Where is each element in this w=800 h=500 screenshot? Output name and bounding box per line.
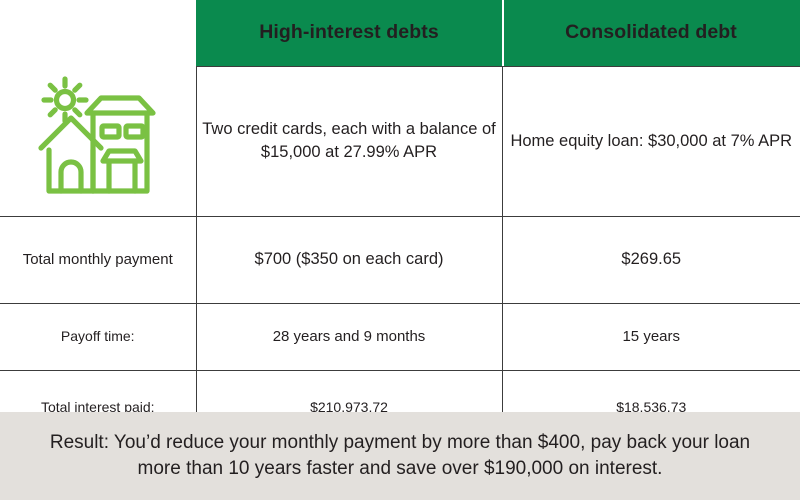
result-banner: Result: You’d reduce your monthly paymen…	[0, 412, 800, 500]
header-blank-cell	[0, 0, 196, 66]
header-high-interest-debts: High-interest debts	[196, 0, 502, 66]
comparison-table: High-interest debts Consolidated debt	[0, 0, 800, 446]
cell-high-interest-monthly-payment: $700 ($350 on each card)	[195, 216, 503, 304]
row-label-payoff-time: Payoff time:	[0, 303, 197, 371]
row-label-total-monthly-payment: Total monthly payment	[0, 216, 197, 304]
house-with-sun-icon-cell	[0, 66, 197, 217]
table-row: Total monthly payment $700 ($350 on each…	[0, 216, 800, 304]
cell-consolidated-monthly-payment: $269.65	[501, 216, 800, 304]
house-with-sun-icon	[38, 76, 156, 194]
table-row: Two credit cards, each with a balance of…	[0, 65, 800, 217]
result-text: Result: You’d reduce your monthly paymen…	[49, 431, 751, 479]
table-header-row: High-interest debts Consolidated debt	[0, 0, 800, 66]
header-consolidated-debt: Consolidated debt	[502, 0, 800, 66]
cell-consolidated-payoff-time: 15 years	[501, 303, 800, 371]
table-row: Payoff time: 28 years and 9 months 15 ye…	[0, 303, 800, 371]
cell-high-interest-payoff-time: 28 years and 9 months	[195, 303, 503, 371]
cell-high-interest-description: Two credit cards, each with a balance of…	[195, 65, 503, 217]
cell-consolidated-description: Home equity loan: $30,000 at 7% APR	[501, 65, 800, 217]
